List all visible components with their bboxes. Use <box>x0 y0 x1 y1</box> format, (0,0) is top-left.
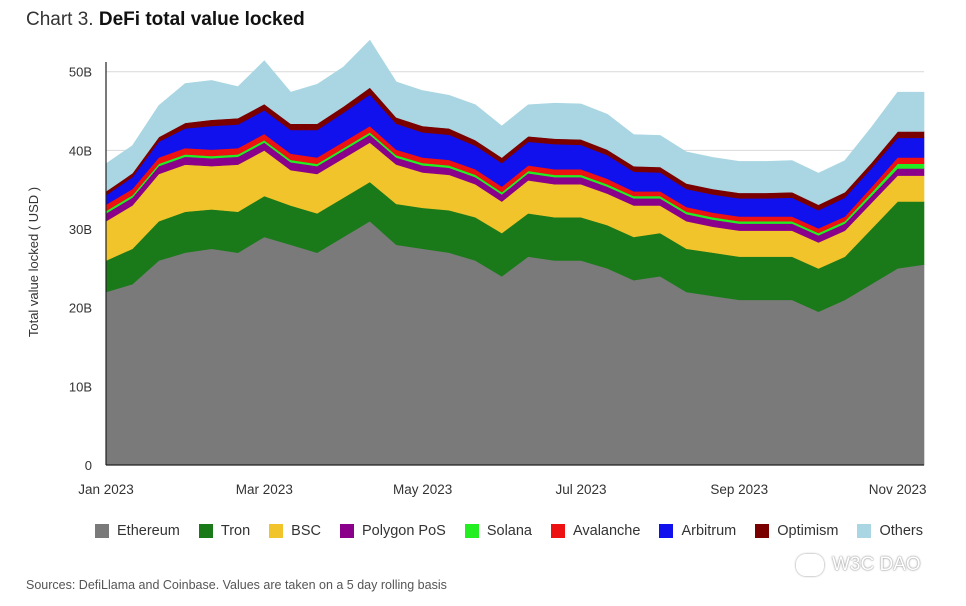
y-tick-label: 50B <box>69 65 92 80</box>
legend-label: Arbitrum <box>681 523 737 539</box>
legend-item-others: Others <box>857 523 923 539</box>
legend-swatch <box>659 524 674 538</box>
x-tick-label: Mar 2023 <box>236 482 293 497</box>
watermark: W3C DAO <box>796 554 921 576</box>
legend-swatch <box>755 524 770 538</box>
legend-label: Solana <box>486 523 532 539</box>
source-note: Sources: DefiLlama and Coinbase. Values … <box>26 578 447 592</box>
x-tick-label: Jan 2023 <box>78 482 134 497</box>
legend-item-arbitrum: Arbitrum <box>659 523 736 539</box>
chart-legend: Ethereum Tron BSC Polygon PoS Solana Avalanch… <box>95 523 942 539</box>
legend-item-solana: Solana <box>464 523 532 539</box>
legend-swatch <box>198 524 213 538</box>
legend-swatch <box>464 524 479 538</box>
legend-label: Avalanche <box>572 523 641 539</box>
y-tick-label: 20B <box>69 301 92 316</box>
legend-item-polygon-pos: Polygon PoS <box>339 523 446 539</box>
x-tick-label: Sep 2023 <box>710 482 768 497</box>
series-area-others <box>105 39 925 205</box>
y-tick-label: 40B <box>69 143 92 158</box>
legend-label: Others <box>879 523 923 539</box>
legend-swatch <box>95 524 109 538</box>
legend-swatch <box>857 524 872 538</box>
chart-title-prefix: Chart 3. <box>26 9 94 30</box>
y-tick-label: 10B <box>69 379 92 394</box>
legend-item-tron: Tron <box>198 523 251 539</box>
legend-item-optimism: Optimism <box>755 523 838 539</box>
x-tick-label: May 2023 <box>393 482 452 497</box>
legend-label: Optimism <box>777 523 839 539</box>
legend-label: Ethereum <box>117 523 180 539</box>
y-axis-label: Total value locked ( USD ) <box>26 187 41 337</box>
watermark-text: W3C DAO <box>832 554 921 575</box>
chart-title-main: DeFi total value locked <box>98 9 305 30</box>
x-tick-label: Nov 2023 <box>869 482 927 497</box>
wechat-icon <box>796 554 824 576</box>
legend-label: Polygon PoS <box>361 523 446 539</box>
legend-swatch <box>269 524 284 538</box>
legend-label: Tron <box>220 523 251 539</box>
legend-label: BSC <box>291 523 321 539</box>
y-tick-label: 0 <box>85 458 92 473</box>
y-tick-label: 30B <box>69 222 92 237</box>
legend-swatch <box>339 524 354 538</box>
x-tick-label: Jul 2023 <box>555 482 606 497</box>
legend-swatch <box>550 524 565 538</box>
legend-item-avalanche: Avalanche <box>550 523 641 539</box>
legend-item-ethereum: Ethereum <box>95 523 180 539</box>
chart-title: Chart 3. DeFi total value locked <box>26 9 305 31</box>
legend-item-bsc: BSC <box>269 523 321 539</box>
